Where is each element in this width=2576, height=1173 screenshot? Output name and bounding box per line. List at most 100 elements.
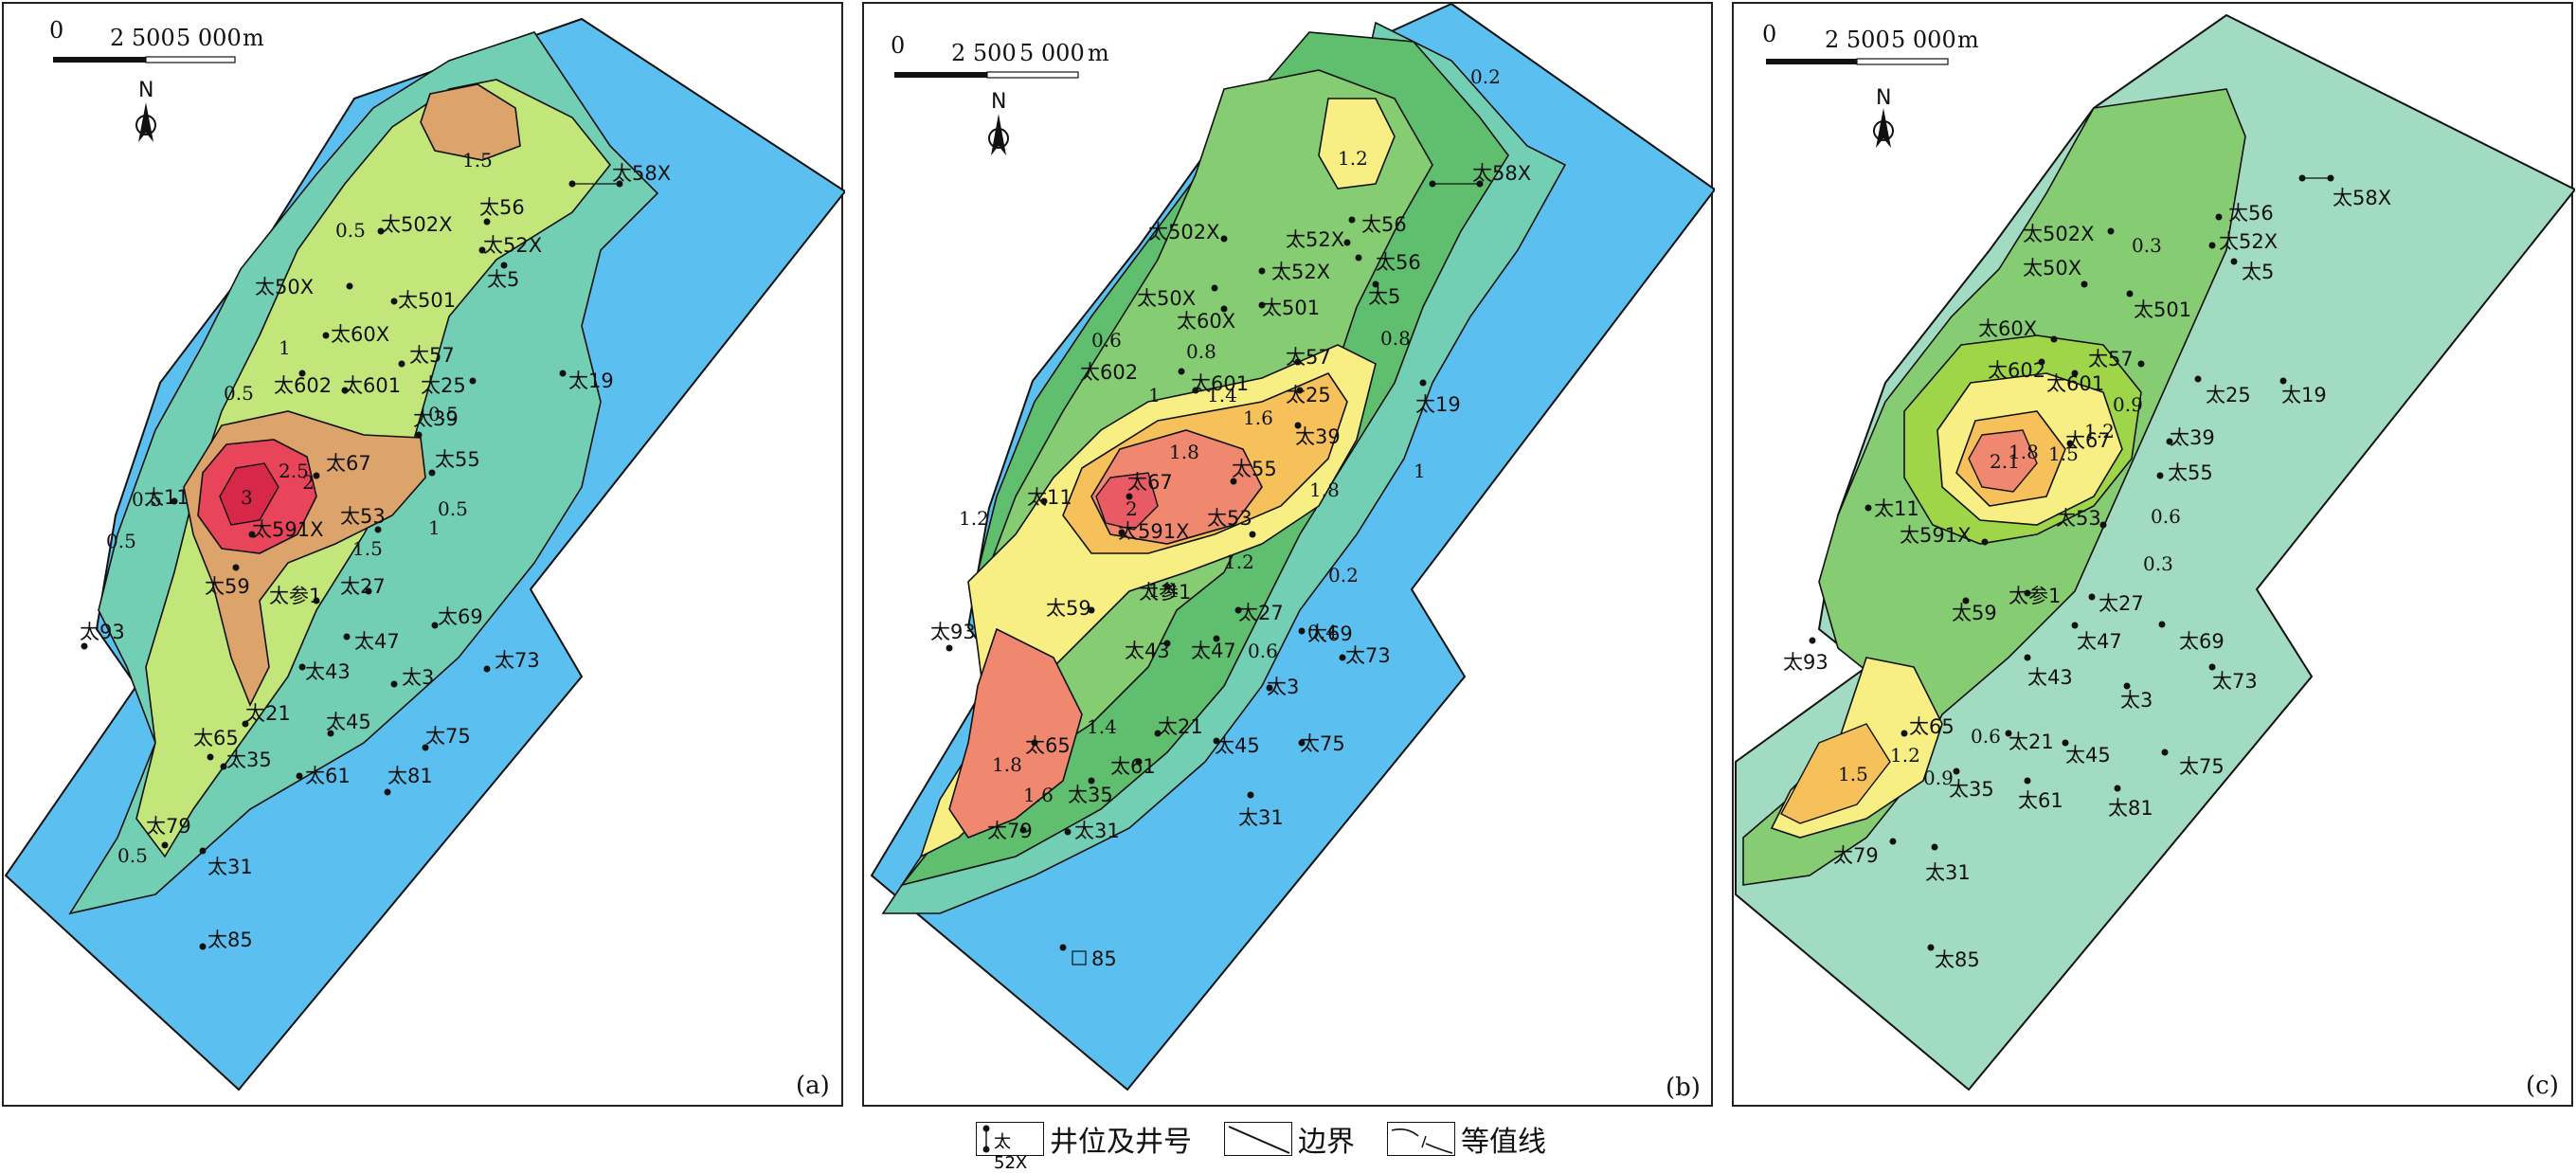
well[interactable]: 太50X <box>1137 284 1218 311</box>
well[interactable]: 太60X <box>322 323 390 346</box>
well[interactable]: 太75 <box>2161 749 2225 779</box>
well[interactable]: 太52X <box>2208 230 2279 253</box>
well[interactable]: 太43 <box>1125 640 1171 662</box>
well[interactable]: 太58X <box>1429 162 1532 188</box>
well[interactable]: 太31 <box>1064 820 1120 842</box>
well[interactable]: 太601 <box>341 374 402 397</box>
well[interactable]: 太73 <box>2208 663 2258 694</box>
well[interactable]: 太75 <box>1298 732 1345 755</box>
well[interactable]: 太47 <box>1191 635 1236 663</box>
well[interactable]: 太53 <box>340 505 386 533</box>
well[interactable]: 太67 <box>1126 471 1173 500</box>
well[interactable]: 太52X <box>1258 261 1331 283</box>
well[interactable]: 太43 <box>2024 654 2073 690</box>
well[interactable]: 太73 <box>1339 644 1391 667</box>
well[interactable]: 85 <box>1059 944 1117 971</box>
well[interactable]: 太65 <box>1900 715 1955 738</box>
well[interactable]: 太11 <box>1027 486 1072 509</box>
well[interactable]: 太39 <box>413 407 459 439</box>
well[interactable]: 太19 <box>1415 379 1461 417</box>
well[interactable]: 太67 <box>2065 429 2111 452</box>
well[interactable]: 太21 <box>2005 730 2054 754</box>
well[interactable]: 太35 <box>1949 767 1994 802</box>
well[interactable]: 太56 <box>1355 251 1421 274</box>
well[interactable]: 太31 <box>199 847 253 879</box>
well[interactable]: 太27 <box>2088 592 2144 615</box>
well[interactable]: 太11 <box>144 486 189 509</box>
well[interactable]: 太591X <box>248 518 324 541</box>
well[interactable]: 太35 <box>220 749 272 771</box>
well[interactable]: 太25 <box>2194 375 2251 407</box>
well[interactable]: 太39 <box>1294 422 1341 449</box>
well[interactable]: 太39 <box>2166 426 2215 449</box>
well[interactable]: 太35 <box>1068 777 1113 807</box>
well[interactable]: 太50X <box>2023 257 2088 288</box>
well[interactable]: 太501 <box>1258 297 1321 319</box>
well[interactable]: 太591X <box>1900 524 1989 547</box>
well[interactable]: 太5 <box>1368 280 1400 309</box>
well[interactable]: 太参1 <box>2009 585 2061 607</box>
well[interactable]: 太50X <box>255 276 353 298</box>
well[interactable]: 太45 <box>326 711 371 737</box>
well[interactable]: 太5 <box>487 262 519 292</box>
well[interactable]: 太3 <box>1266 676 1300 698</box>
well[interactable]: 太85 <box>199 929 253 951</box>
well[interactable]: 太45 <box>2062 739 2111 767</box>
well[interactable]: 太75 <box>422 725 471 751</box>
well[interactable]: 太502X <box>1148 221 1228 244</box>
well[interactable]: 太602 <box>1988 358 2045 383</box>
well[interactable]: 太31 <box>1238 791 1284 830</box>
well[interactable]: 太55 <box>1230 458 1277 485</box>
well[interactable]: 太73 <box>483 649 540 673</box>
well[interactable]: 太56 <box>479 196 525 226</box>
well[interactable]: 太69 <box>1298 623 1353 645</box>
well[interactable]: 太601 <box>2046 370 2104 396</box>
well[interactable]: 太602 <box>274 370 332 398</box>
well[interactable]: 太85 <box>1927 944 1980 972</box>
well[interactable]: 太25 <box>421 374 477 397</box>
well[interactable]: 太61 <box>296 765 351 787</box>
well[interactable]: 太502X <box>2023 223 2115 245</box>
well[interactable]: 太69 <box>431 605 483 629</box>
well[interactable]: 太参1 <box>1139 581 1191 604</box>
well[interactable]: 太21 <box>242 702 291 728</box>
well[interactable]: 太27 <box>340 575 386 598</box>
well[interactable]: 太58X <box>568 162 672 188</box>
well[interactable]: 太501 <box>2126 290 2192 322</box>
well[interactable]: 太57 <box>1286 346 1331 369</box>
well[interactable]: 太81 <box>384 765 433 796</box>
well[interactable]: 太60X <box>1978 317 2058 343</box>
well[interactable]: 太79 <box>146 815 191 849</box>
well[interactable]: 太3 <box>390 666 435 689</box>
well[interactable]: 太61 <box>2018 777 2063 813</box>
well[interactable]: 太67 <box>313 452 371 479</box>
well[interactable]: 太61 <box>1110 755 1156 778</box>
well[interactable]: 太93 <box>930 621 976 652</box>
well[interactable]: 太55 <box>428 448 480 477</box>
well[interactable]: 太5 <box>2230 258 2275 284</box>
well[interactable]: 太19 <box>559 370 614 392</box>
well[interactable]: 太602 <box>1080 361 1185 384</box>
well[interactable]: 太47 <box>2071 622 2122 654</box>
well[interactable]: 太11 <box>1864 497 1919 520</box>
well[interactable]: 太59 <box>1046 597 1095 620</box>
well[interactable]: 太27 <box>1234 602 1284 624</box>
well[interactable]: 太501 <box>390 289 457 312</box>
well[interactable]: 太60X <box>1177 305 1235 334</box>
well[interactable]: 太57 <box>398 344 455 368</box>
well[interactable]: 太53 <box>2056 507 2107 530</box>
well[interactable]: 太55 <box>2156 461 2213 484</box>
well[interactable]: 太45 <box>1213 734 1260 757</box>
well[interactable]: 太502X <box>377 213 453 236</box>
well[interactable]: 太19 <box>2279 377 2327 407</box>
well[interactable]: 太81 <box>2108 785 2153 821</box>
well[interactable]: 太59 <box>1952 597 1997 625</box>
well[interactable]: 太31 <box>1925 843 1971 885</box>
well[interactable]: 太52X <box>478 234 543 257</box>
well[interactable]: 太65 <box>1025 734 1071 757</box>
well[interactable]: 太601 <box>1191 372 1249 395</box>
well[interactable]: 太591X <box>1118 520 1189 543</box>
well[interactable]: 太58X <box>2298 174 2392 210</box>
well[interactable]: 太52X <box>1286 228 1351 251</box>
well[interactable]: 太57 <box>2088 348 2145 370</box>
